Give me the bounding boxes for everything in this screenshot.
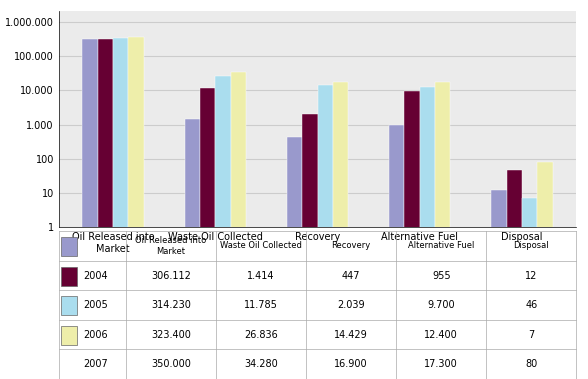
Text: 2004: 2004	[83, 271, 108, 280]
Bar	[522, 199, 537, 379]
Text: Oil Released into
Market: Oil Released into Market	[135, 236, 207, 256]
Text: 17.300: 17.300	[425, 359, 458, 369]
Text: 12.400: 12.400	[425, 330, 458, 340]
Text: 2007: 2007	[83, 359, 108, 369]
Text: 26.836: 26.836	[244, 330, 278, 340]
Bar	[389, 125, 405, 379]
Bar	[435, 82, 450, 379]
Bar	[82, 39, 98, 379]
Text: 46: 46	[525, 300, 537, 310]
FancyBboxPatch shape	[61, 267, 77, 286]
Text: Recovery: Recovery	[332, 241, 371, 251]
Bar	[215, 75, 230, 379]
Bar	[318, 85, 333, 379]
Text: 9.700: 9.700	[427, 300, 455, 310]
Text: Waste Oil Collected: Waste Oil Collected	[220, 241, 302, 251]
Bar	[420, 87, 435, 379]
Bar	[98, 39, 113, 379]
Bar	[128, 37, 143, 379]
Bar	[302, 114, 318, 379]
Text: Disposal: Disposal	[513, 241, 549, 251]
Bar	[537, 162, 553, 379]
Text: 1.414: 1.414	[248, 271, 275, 280]
Bar	[333, 83, 348, 379]
Text: 80: 80	[525, 359, 537, 369]
Text: 306.112: 306.112	[151, 271, 191, 280]
Text: 2006: 2006	[83, 330, 108, 340]
Text: 323.400: 323.400	[151, 330, 191, 340]
Text: 7: 7	[528, 330, 534, 340]
Text: 955: 955	[432, 271, 450, 280]
Text: 2005: 2005	[83, 300, 108, 310]
FancyBboxPatch shape	[61, 296, 77, 315]
Text: 2.039: 2.039	[338, 300, 365, 310]
Bar	[185, 119, 200, 379]
Bar	[492, 190, 507, 379]
Bar	[287, 136, 302, 379]
Text: 16.900: 16.900	[335, 359, 368, 369]
Text: 447: 447	[342, 271, 360, 280]
FancyBboxPatch shape	[61, 326, 77, 345]
Text: 34.280: 34.280	[244, 359, 278, 369]
Text: Alternative Fuel: Alternative Fuel	[408, 241, 475, 251]
Text: 11.785: 11.785	[244, 300, 278, 310]
Text: 12: 12	[525, 271, 537, 280]
Text: 14.429: 14.429	[335, 330, 368, 340]
Bar	[113, 39, 128, 379]
Text: 314.230: 314.230	[151, 300, 191, 310]
Bar	[230, 72, 246, 379]
Text: 350.000: 350.000	[151, 359, 191, 369]
Bar	[507, 171, 522, 379]
Bar	[405, 91, 420, 379]
Bar	[200, 88, 215, 379]
FancyBboxPatch shape	[61, 237, 77, 256]
